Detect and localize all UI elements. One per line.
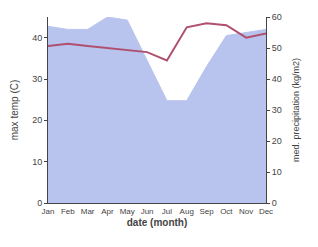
svg-text:med. precipitation (kg/m2): med. precipitation (kg/m2) [291, 58, 301, 162]
svg-text:Mar: Mar [81, 207, 95, 216]
svg-text:10: 10 [272, 167, 282, 177]
svg-text:Jul: Jul [162, 207, 172, 216]
svg-text:30: 30 [272, 105, 282, 115]
svg-text:May: May [120, 207, 135, 216]
svg-text:Sep: Sep [199, 207, 214, 216]
svg-text:Jan: Jan [42, 207, 55, 216]
svg-text:Apr: Apr [101, 207, 114, 216]
svg-text:20: 20 [272, 136, 282, 146]
svg-text:Dec: Dec [259, 207, 273, 216]
svg-text:Feb: Feb [61, 207, 75, 216]
svg-text:40: 40 [272, 74, 282, 84]
svg-text:date (month): date (month) [127, 217, 188, 228]
svg-text:50: 50 [272, 43, 282, 53]
svg-text:0: 0 [272, 198, 277, 208]
svg-text:0: 0 [37, 198, 42, 208]
svg-text:max temp (C): max temp (C) [9, 80, 20, 141]
svg-text:Aug: Aug [180, 207, 194, 216]
svg-text:20: 20 [32, 115, 42, 125]
svg-text:10: 10 [32, 157, 42, 167]
svg-text:40: 40 [32, 33, 42, 43]
svg-text:60: 60 [272, 12, 282, 22]
svg-text:Oct: Oct [220, 207, 233, 216]
svg-text:Nov: Nov [239, 207, 253, 216]
svg-text:Jun: Jun [141, 207, 154, 216]
svg-text:30: 30 [32, 74, 42, 84]
